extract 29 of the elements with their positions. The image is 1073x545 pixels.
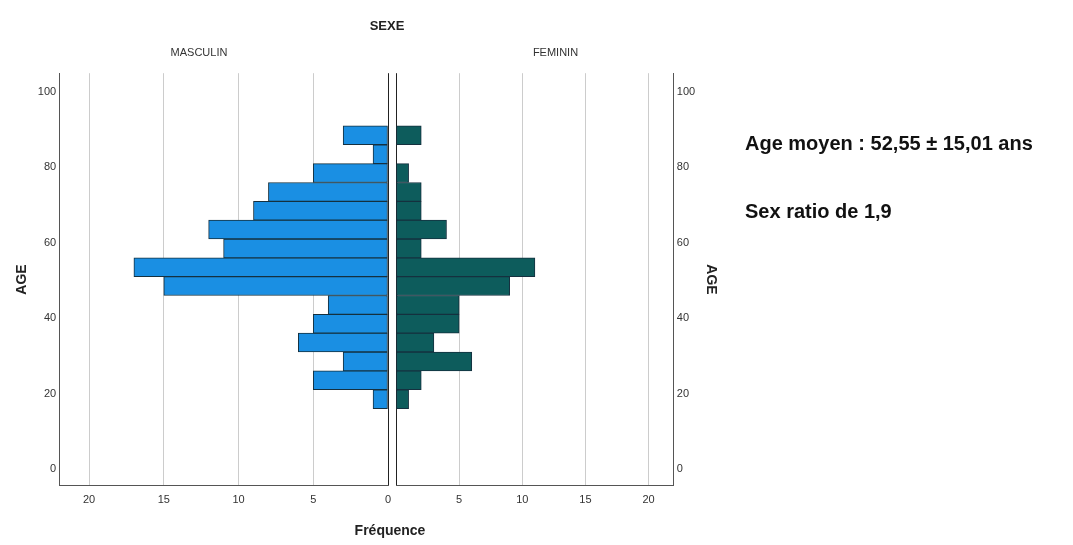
y-tick-label: 0 xyxy=(676,461,683,474)
y-tick-label: 40 xyxy=(43,311,57,324)
x-tick-label: 10 xyxy=(516,493,529,506)
x-tick-label: 20 xyxy=(642,493,655,506)
y-tick-label: 20 xyxy=(676,386,690,399)
x-tick-label: 15 xyxy=(157,493,170,506)
x-tick-label: 5 xyxy=(456,493,463,506)
y-tick-label: 100 xyxy=(37,85,57,98)
y-axis-title: AGE xyxy=(13,264,30,295)
y-tick-label: 60 xyxy=(43,235,57,248)
y-tick-label: 100 xyxy=(676,85,696,98)
x-tick-label: 0 xyxy=(384,493,392,506)
y-tick-label: 20 xyxy=(43,386,57,399)
text: Age moyen : 52,55 ± 15,01 ans xyxy=(745,132,1033,155)
x-axis-title: Fréquence xyxy=(353,522,427,538)
x-tick-label: 5 xyxy=(310,493,317,506)
y-tick-label: 0 xyxy=(50,461,57,474)
x-tick-label: 15 xyxy=(579,493,592,506)
y-tick-label: 40 xyxy=(676,311,690,324)
chart-title: SEXE xyxy=(368,18,406,33)
chart-subtitle: FEMININ xyxy=(532,45,579,58)
y-tick-label: 60 xyxy=(676,235,690,248)
x-tick-label: 10 xyxy=(232,493,245,506)
chart-subtitle: MASCULIN xyxy=(170,45,228,58)
y-tick-label: 80 xyxy=(676,160,690,173)
x-tick-label: 20 xyxy=(82,493,96,506)
text: Sex ratio de 1,9 xyxy=(745,200,892,223)
y-tick-label: 80 xyxy=(43,160,57,173)
y-axis-title: AGE xyxy=(703,264,720,295)
